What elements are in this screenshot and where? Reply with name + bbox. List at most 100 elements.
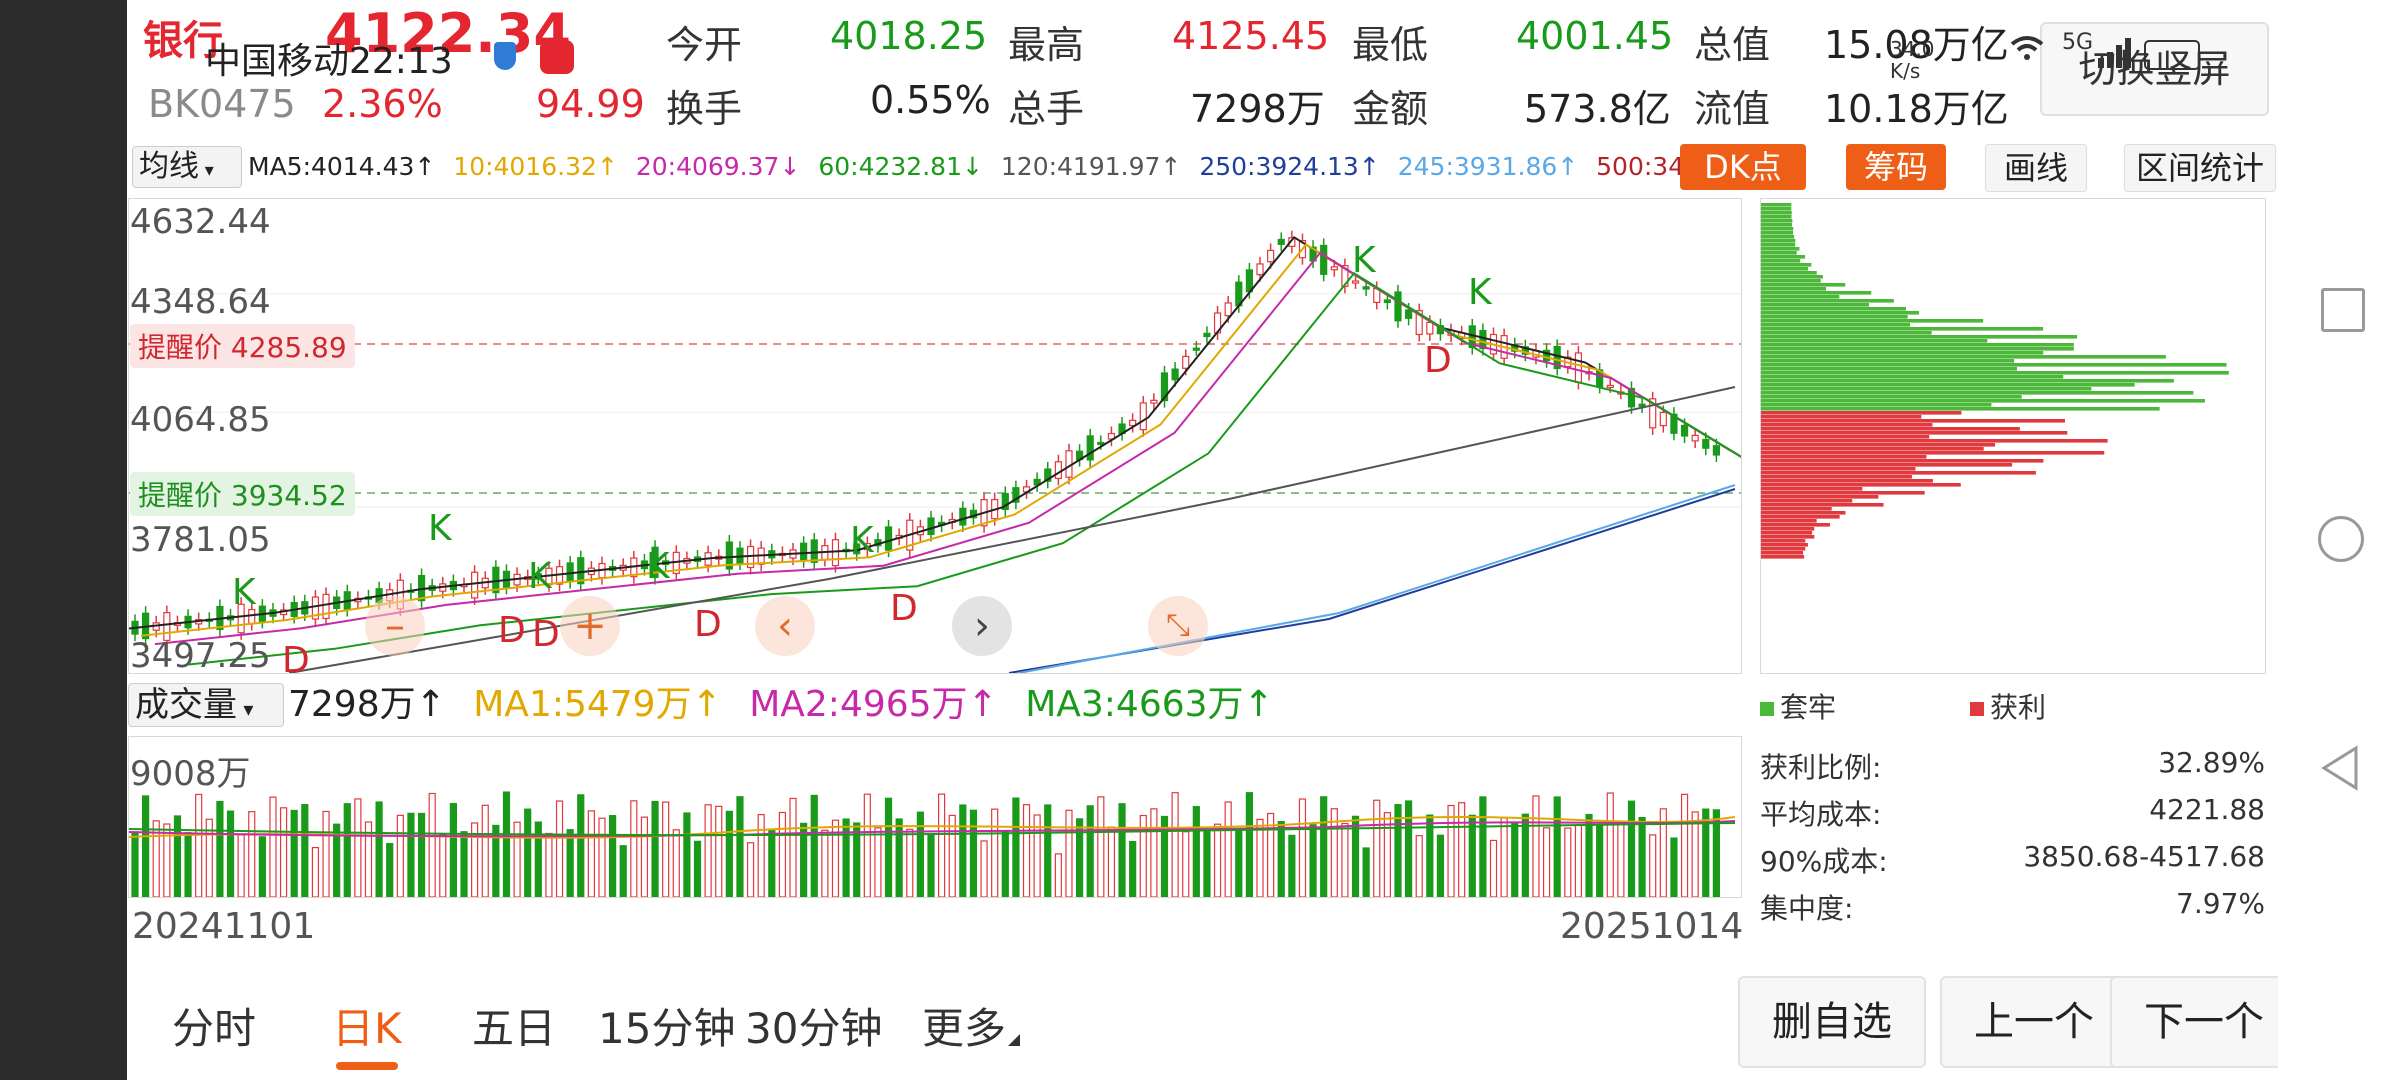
zoom-out-icon[interactable]: –: [365, 596, 425, 656]
chip-bar: [1761, 523, 1830, 527]
tab-five-day[interactable]: 五日: [472, 1004, 557, 1053]
turnover-value: 0.55%: [870, 78, 991, 122]
low-label: 最低: [1352, 23, 1429, 67]
chip-bar: [1761, 283, 1846, 287]
scroll-right-icon[interactable]: ›: [952, 596, 1012, 656]
home-icon[interactable]: [2318, 516, 2364, 562]
chip-bar: [1761, 303, 1869, 307]
candle-body: [1394, 291, 1402, 322]
chip-bar: [1761, 543, 1808, 547]
zoom-in-icon[interactable]: +: [560, 596, 620, 656]
ma10-value: 10:4016.32↑: [453, 152, 618, 181]
tab-intraday[interactable]: 分时: [172, 1004, 257, 1053]
chip-bar: [1761, 439, 2108, 443]
candle-body: [1001, 492, 1009, 511]
volume-bar: [481, 804, 489, 897]
volume-chart[interactable]: [128, 736, 1742, 898]
alert-price-upper[interactable]: 提醒价 4285.89: [130, 324, 355, 368]
collapse-icon[interactable]: ⤡: [1148, 596, 1208, 656]
tab-more[interactable]: 更多: [922, 1004, 1007, 1053]
draw-line-button[interactable]: 画线: [1985, 144, 2087, 192]
price-tick-1: 4632.44: [130, 202, 271, 242]
ma-select[interactable]: 均线 ▾: [132, 146, 242, 188]
chip-bar: [1761, 263, 1812, 267]
volume-bar: [131, 831, 139, 897]
volume-bar: [1213, 823, 1222, 897]
chip-bar: [1761, 255, 1806, 259]
dk-point-button[interactable]: DK点: [1680, 144, 1806, 190]
candle-body: [1479, 329, 1487, 350]
chip-bar: [1761, 331, 1932, 335]
volume-bar: [1511, 823, 1519, 897]
switch-portrait-button[interactable]: 切换竖屏: [2040, 22, 2269, 116]
red-square-icon: [1970, 702, 1984, 716]
previous-button[interactable]: 上一个: [1940, 976, 2128, 1068]
ma245-value: 245:3931.86↑: [1397, 152, 1579, 181]
volume-bar: [1129, 840, 1137, 897]
chip-bar: [1761, 383, 2135, 387]
kline-chart[interactable]: [128, 198, 1742, 674]
chip-bar: [1761, 235, 1795, 239]
k-marker: K: [850, 520, 874, 561]
tab-15min[interactable]: 15分钟: [598, 1004, 736, 1053]
volume-bar: [152, 820, 160, 897]
indicator-select[interactable]: 成交量 ▾: [128, 683, 284, 727]
chip-bar: [1761, 539, 1806, 543]
chip-distribution-panel[interactable]: [1760, 198, 2266, 674]
ma120-line: [288, 386, 1736, 673]
volume-bar: [916, 811, 924, 897]
volume-bar: [1606, 792, 1614, 897]
volume-bar: [502, 791, 511, 897]
chip-bar: [1761, 375, 2064, 379]
alert-price-lower[interactable]: 提醒价 3934.52: [130, 472, 355, 516]
remove-watchlist-button[interactable]: 删自选: [1738, 976, 1926, 1068]
app-badge-icon: [540, 40, 574, 74]
candle-body: [1086, 435, 1094, 461]
chip-bar: [1761, 347, 2074, 351]
chip-bar: [1761, 203, 1792, 207]
volume-bar: [173, 815, 182, 897]
volume-bar: [853, 822, 861, 897]
stat-label: 集中度:: [1760, 892, 1854, 925]
volume-bar: [1001, 830, 1009, 897]
volume-bar: [651, 800, 659, 897]
chip-bar: [1761, 487, 1863, 491]
volume-bar: [1436, 834, 1445, 897]
chip-bar: [1761, 483, 1961, 487]
price-tick-5: 3497.25: [130, 636, 271, 676]
volume-bar: [1659, 808, 1667, 897]
ma-select-label: 均线: [139, 149, 199, 184]
volume-bar: [736, 796, 744, 897]
back-icon[interactable]: [2318, 744, 2360, 796]
volume-bar: [1086, 805, 1094, 897]
volume-bar: [311, 846, 320, 897]
chip-bar: [1761, 267, 1809, 271]
volume-bar: [693, 840, 702, 897]
volume-bar: [863, 793, 871, 897]
volume-bar: [248, 811, 256, 897]
recent-apps-icon[interactable]: [2321, 288, 2365, 332]
candle-body: [1638, 403, 1646, 407]
candle-body: [163, 612, 171, 642]
stat-value: 4221.88: [2149, 793, 2265, 826]
candle-body: [1627, 387, 1636, 408]
k-marker: K: [428, 508, 452, 549]
chip-bar: [1761, 555, 1805, 559]
scroll-left-icon[interactable]: ‹: [755, 596, 815, 656]
chip-button[interactable]: 筹码: [1846, 144, 1946, 190]
tab-daily-k[interactable]: 日K: [332, 1004, 402, 1053]
volume-bar: [672, 829, 680, 897]
volume-bar: [587, 810, 595, 897]
range-stats-button[interactable]: 区间统计: [2124, 144, 2276, 192]
high-label: 最高: [1008, 23, 1085, 67]
next-button[interactable]: 下一个: [2110, 976, 2298, 1068]
volume-bar: [534, 821, 542, 897]
tab-30min[interactable]: 30分钟: [745, 1004, 883, 1053]
turnover-label: 换手: [666, 87, 743, 131]
ma20-line: [154, 251, 1741, 646]
volume-bar: [991, 808, 999, 897]
volume-bar: [1044, 804, 1052, 897]
volume-ma2-line: [129, 820, 1736, 838]
volume-bar: [417, 812, 426, 897]
chip-bar: [1761, 547, 1806, 551]
